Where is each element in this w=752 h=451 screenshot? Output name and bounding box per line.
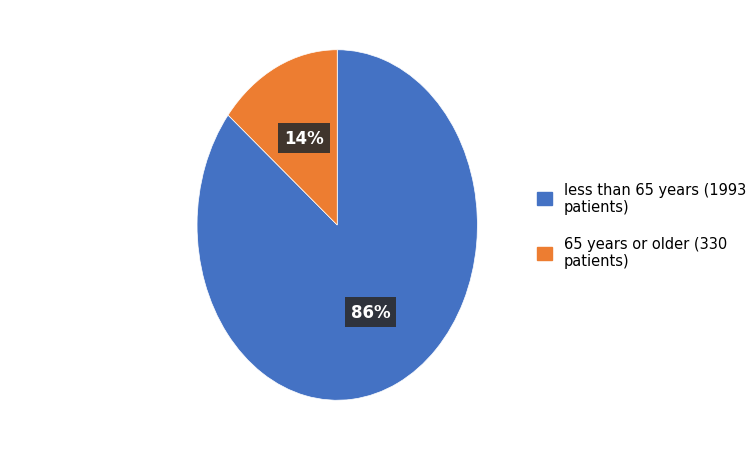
Text: 14%: 14% [284, 130, 324, 148]
Wedge shape [197, 51, 478, 400]
Text: 86%: 86% [350, 303, 390, 321]
Legend: less than 65 years (1993
patients), 65 years or older (330
patients): less than 65 years (1993 patients), 65 y… [537, 182, 746, 269]
Wedge shape [228, 51, 337, 226]
